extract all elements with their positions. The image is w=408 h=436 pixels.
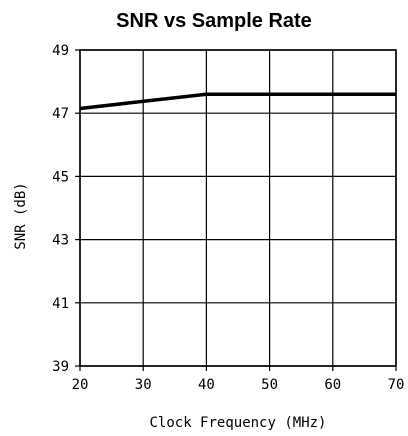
y-tick-label: 45 [52, 169, 69, 185]
chart-title: SNR vs Sample Rate [116, 10, 312, 32]
x-tick-label: 20 [72, 377, 89, 393]
y-tick-label: 49 [52, 43, 69, 59]
series-line-snr [79, 92, 396, 111]
x-tick-labels: 20 30 40 50 60 70 [72, 377, 405, 393]
x-axis-label: Clock Frequency (MHz) [149, 415, 326, 431]
y-tick-labels: 49 47 45 43 41 39 [52, 43, 69, 375]
x-tick-label: 40 [198, 377, 215, 393]
x-tick-label: 60 [324, 377, 341, 393]
y-tick-label: 39 [52, 359, 69, 375]
y-tick-label: 47 [52, 106, 69, 122]
series-layer [79, 92, 396, 111]
plot-border [79, 49, 397, 367]
y-axis-label: SNR (dB) [13, 182, 29, 249]
plot-frame [75, 49, 397, 371]
x-tick-label: 50 [261, 377, 278, 393]
y-tick-label: 41 [52, 296, 69, 312]
x-tick-label: 30 [135, 377, 152, 393]
x-tick-label: 70 [388, 377, 405, 393]
grid [79, 49, 397, 367]
y-tick-label: 43 [52, 233, 69, 249]
